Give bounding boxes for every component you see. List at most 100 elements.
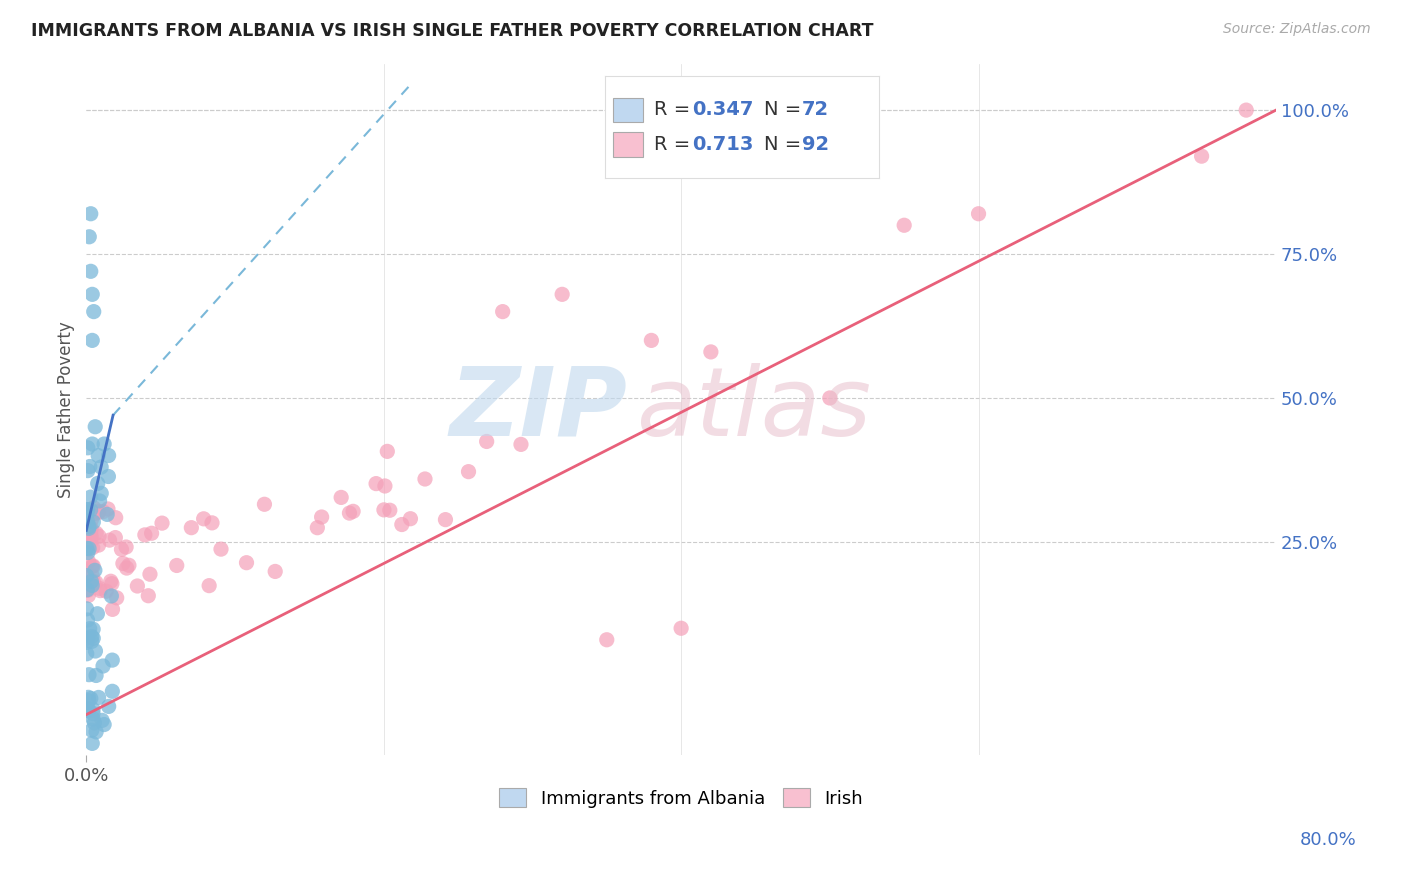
Text: 0.713: 0.713 [692, 135, 754, 153]
Point [77, 519, 100, 533]
Point [596, 632, 619, 647]
Point [141, 526, 163, 541]
Point [77, 505, 100, 519]
Text: N =: N = [763, 100, 807, 120]
Point [101, 684, 124, 698]
Point [82, 515, 104, 529]
Point [87, 538, 110, 552]
Text: ZIP: ZIP [450, 363, 627, 456]
Point [87, 504, 110, 518]
Point [193, 512, 215, 526]
Point [90, 486, 112, 500]
Point [87, 506, 110, 520]
Point [87, 449, 110, 463]
Point [378, 503, 401, 517]
Point [76, 464, 98, 478]
Point [253, 497, 276, 511]
Point [76, 515, 98, 529]
Point [83, 563, 105, 577]
Point [80, 634, 103, 648]
Point [97, 449, 120, 463]
Point [76, 613, 98, 627]
Point [82, 437, 104, 451]
Point [77, 694, 100, 708]
Point [100, 589, 122, 603]
Point [399, 512, 422, 526]
Point [115, 561, 138, 575]
Point [80, 723, 103, 738]
Point [136, 589, 159, 603]
Point [374, 479, 396, 493]
Point [77, 521, 100, 535]
Point [413, 472, 436, 486]
Point [87, 690, 110, 705]
Point [98, 533, 121, 548]
Point [101, 576, 124, 591]
Text: 72: 72 [801, 100, 830, 120]
Point [118, 558, 141, 573]
Point [76, 570, 98, 584]
Point [84, 575, 107, 590]
Point [82, 622, 104, 636]
Point [640, 334, 662, 348]
Point [110, 542, 132, 557]
Point [80, 512, 103, 526]
Text: Source: ZipAtlas.com: Source: ZipAtlas.com [1223, 22, 1371, 37]
Point [79, 531, 101, 545]
Point [77, 690, 100, 705]
Point [235, 556, 257, 570]
Point [79, 503, 101, 517]
Point [80, 264, 103, 278]
Point [76, 506, 98, 520]
Point [91, 505, 114, 519]
Point [209, 542, 232, 557]
Point [76, 502, 98, 516]
Point [96, 508, 118, 522]
Point [77, 229, 100, 244]
Point [139, 567, 162, 582]
Point [134, 528, 156, 542]
Point [90, 460, 112, 475]
Point [339, 506, 361, 520]
Point [79, 459, 101, 474]
Point [80, 207, 103, 221]
Point [80, 521, 103, 535]
Point [77, 545, 100, 559]
Point [82, 287, 104, 301]
Point [79, 490, 101, 504]
Text: 92: 92 [801, 135, 830, 153]
Point [84, 644, 107, 658]
Point [373, 503, 395, 517]
Point [82, 706, 104, 721]
Point [89, 494, 111, 508]
Point [79, 622, 101, 636]
Point [80, 534, 103, 549]
Point [86, 607, 108, 621]
Point [89, 583, 111, 598]
Point [82, 736, 104, 750]
Point [80, 530, 103, 544]
Point [893, 219, 915, 233]
Point [1234, 103, 1257, 117]
Point [551, 287, 574, 301]
Point [76, 647, 98, 661]
Point [77, 555, 100, 569]
Point [82, 559, 104, 574]
Point [82, 703, 104, 717]
Point [115, 540, 138, 554]
Point [330, 491, 353, 505]
Point [80, 524, 103, 539]
Point [76, 635, 98, 649]
Point [76, 632, 98, 646]
Y-axis label: Single Father Poverty: Single Father Poverty [58, 321, 75, 498]
Point [82, 334, 104, 348]
Point [342, 504, 364, 518]
Point [80, 630, 103, 644]
Point [87, 476, 110, 491]
Point [201, 516, 224, 530]
Text: N =: N = [763, 135, 807, 153]
Point [83, 304, 105, 318]
Point [91, 659, 114, 673]
Text: IMMIGRANTS FROM ALBANIA VS IRISH SINGLE FATHER POVERTY CORRELATION CHART: IMMIGRANTS FROM ALBANIA VS IRISH SINGLE … [31, 22, 873, 40]
Point [93, 437, 115, 451]
